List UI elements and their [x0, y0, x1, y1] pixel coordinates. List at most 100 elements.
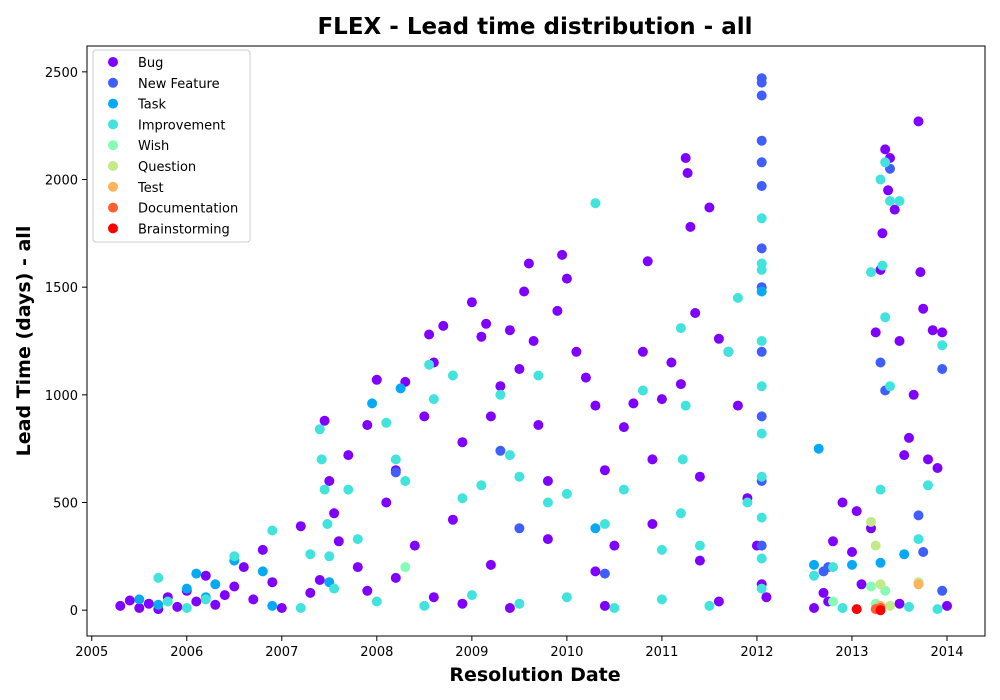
point-improvement-47 — [756, 381, 767, 392]
point-new-feature-9 — [756, 411, 767, 422]
point-improvement-69 — [466, 590, 477, 601]
point-new-feature-2 — [756, 90, 767, 101]
point-improvement-53 — [809, 570, 819, 581]
point-bug-84 — [847, 547, 857, 557]
point-improvement-67 — [371, 596, 382, 607]
point-new-feature-15 — [913, 510, 924, 521]
point-bug-109 — [485, 559, 496, 570]
point-bug-0 — [115, 600, 126, 611]
point-bug-6 — [172, 601, 183, 612]
point-improvement-39 — [694, 540, 705, 551]
point-bug-24 — [333, 536, 344, 547]
legend-label-task: Task — [137, 98, 167, 113]
point-new-feature-20 — [818, 566, 829, 577]
point-bug-8 — [191, 596, 202, 607]
point-task-13 — [847, 559, 857, 570]
point-bug-40 — [476, 331, 487, 342]
point-bug-55 — [580, 372, 591, 383]
legend-marker-brainstorming — [108, 223, 118, 234]
point-improvement-30 — [590, 198, 601, 209]
point-improvement-71 — [561, 592, 572, 603]
point-bug-63 — [647, 454, 658, 465]
point-brainstorming-0 — [851, 604, 862, 615]
point-improvement-56 — [875, 174, 886, 185]
y-tick-label-3: 1500 — [45, 281, 78, 296]
point-task-5 — [210, 579, 221, 590]
point-task-9 — [367, 398, 378, 409]
point-improvement-1 — [162, 596, 173, 607]
point-bug-86 — [856, 579, 867, 590]
point-bug-108 — [428, 592, 439, 603]
point-improvement-59 — [877, 260, 888, 271]
point-bug-50 — [542, 476, 553, 486]
point-task-10 — [395, 383, 406, 394]
x-axis-ticks: 2005 2006 2007 2008 2009 2010 2011 2012 2013 2014 — [75, 636, 964, 660]
point-improvement-51 — [756, 553, 767, 564]
point-bug-81 — [818, 587, 829, 598]
point-improvement-58 — [885, 196, 895, 206]
point-bug-29 — [381, 497, 392, 508]
point-bug-79 — [761, 592, 772, 603]
point-improvement-27 — [533, 370, 544, 381]
point-improvement-8 — [314, 424, 325, 435]
point-improvement-41 — [732, 292, 743, 303]
x-axis-label: Resolution Date — [449, 664, 620, 686]
point-improvement-4 — [229, 551, 240, 562]
point-wish-0 — [866, 581, 876, 592]
point-improvement-9 — [316, 454, 327, 465]
x-tick-label-1: 2006 — [170, 645, 203, 660]
point-new-feature-5 — [756, 181, 767, 191]
point-bug-57 — [599, 465, 610, 476]
point-bug-27 — [362, 420, 373, 430]
point-new-feature-8 — [756, 346, 767, 357]
point-improvement-70 — [514, 598, 525, 609]
point-bug-110 — [542, 534, 553, 545]
point-question-0 — [866, 516, 876, 527]
point-task-12 — [809, 559, 819, 570]
point-task-8 — [267, 600, 278, 611]
y-tick-label-1: 500 — [53, 496, 78, 511]
point-improvement-0 — [153, 572, 164, 583]
x-tick-label-5: 2010 — [550, 645, 583, 660]
y-axis-label: Lead Time (days) - all — [13, 226, 35, 457]
point-improvement-55 — [866, 267, 876, 278]
point-bug-80 — [809, 603, 819, 613]
point-task-16 — [756, 286, 767, 297]
point-bug-71 — [694, 471, 705, 482]
point-bug-19 — [305, 587, 316, 598]
x-tick-label-9: 2014 — [930, 645, 963, 660]
point-new-feature-12 — [875, 357, 886, 368]
point-improvement-48 — [756, 428, 767, 439]
x-tick-label-7: 2012 — [740, 645, 773, 660]
point-bug-67 — [680, 153, 691, 163]
point-bug-96 — [899, 450, 910, 461]
point-bug-48 — [528, 336, 539, 346]
point-bug-18 — [295, 521, 306, 532]
point-bug-34 — [424, 329, 435, 340]
point-bug-59 — [618, 422, 629, 433]
data-points — [115, 73, 952, 616]
y-tick-label-0: 0 — [70, 604, 78, 619]
point-bug-56 — [590, 400, 601, 411]
point-new-feature-6 — [756, 243, 767, 254]
legend-label-new-feature: New Feature — [138, 77, 220, 92]
point-task-3 — [191, 568, 202, 579]
plot-frame — [86, 45, 986, 637]
point-improvement-75 — [837, 603, 848, 613]
y-axis-ticks: 0 500 1000 1500 2000 2500 — [45, 66, 87, 619]
x-tick-label-6: 2011 — [645, 645, 678, 660]
point-bug-73 — [713, 333, 724, 344]
point-bug-32 — [409, 540, 420, 551]
point-bug-75 — [732, 400, 743, 411]
legend-marker-wish — [108, 140, 118, 151]
point-bug-72 — [704, 202, 715, 213]
point-wish-3 — [400, 562, 411, 573]
point-improvement-72 — [609, 603, 620, 613]
point-bug-44 — [504, 325, 515, 336]
point-improvement-35 — [675, 323, 686, 334]
point-new-feature-24 — [599, 568, 610, 579]
legend-marker-bug — [108, 57, 118, 67]
point-task-0 — [134, 594, 145, 605]
point-improvement-43 — [756, 213, 767, 224]
point-bug-38 — [457, 437, 468, 448]
